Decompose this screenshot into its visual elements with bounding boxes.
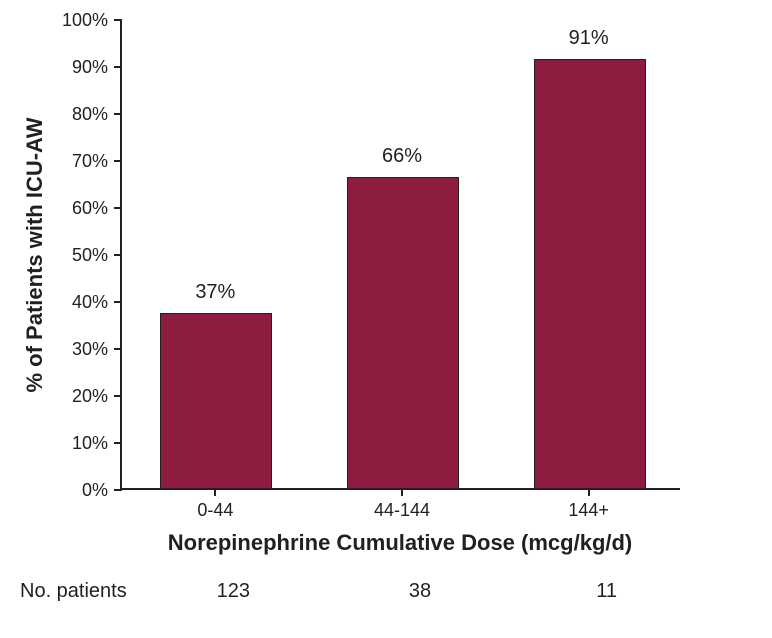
footer-value: 11 — [596, 580, 617, 603]
footer-value: 38 — [409, 580, 431, 603]
y-tick-mark — [114, 207, 122, 209]
y-tick-mark — [114, 301, 122, 303]
chart-container: % of Patients with ICU-AW 0%10%20%30%40%… — [0, 0, 772, 638]
y-tick-mark — [114, 254, 122, 256]
y-tick-mark — [114, 66, 122, 68]
bar-value-label: 37% — [195, 281, 235, 304]
y-tick-label: 100% — [62, 10, 108, 31]
x-axis-label: Norepinephrine Cumulative Dose (mcg/kg/d… — [168, 530, 633, 556]
y-tick-label: 10% — [72, 433, 108, 454]
y-tick-mark — [114, 160, 122, 162]
y-tick-mark — [114, 442, 122, 444]
x-tick-mark — [214, 488, 216, 496]
plot-area: 0%10%20%30%40%50%60%70%80%90%100%37%0-44… — [120, 20, 680, 490]
bar-value-label: 66% — [382, 145, 422, 168]
y-tick-label: 40% — [72, 292, 108, 313]
y-tick-label: 60% — [72, 198, 108, 219]
x-tick-label: 0-44 — [197, 500, 233, 521]
y-tick-label: 20% — [72, 386, 108, 407]
y-tick-mark — [114, 19, 122, 21]
footer-label: No. patients — [20, 580, 127, 603]
bar — [347, 177, 459, 488]
y-tick-label: 70% — [72, 151, 108, 172]
y-tick-label: 50% — [72, 245, 108, 266]
y-axis-label: % of Patients with ICU-AW — [22, 118, 48, 393]
y-tick-mark — [114, 113, 122, 115]
x-tick-mark — [401, 488, 403, 496]
y-tick-label: 80% — [72, 104, 108, 125]
bar — [160, 313, 272, 488]
y-tick-label: 30% — [72, 339, 108, 360]
footer-row: No. patients 123 38 11 — [20, 580, 700, 603]
y-tick-mark — [114, 395, 122, 397]
footer-value: 123 — [217, 580, 250, 603]
y-tick-mark — [114, 489, 122, 491]
x-tick-label: 144+ — [568, 500, 609, 521]
x-tick-label: 44-144 — [374, 500, 430, 521]
y-tick-label: 90% — [72, 57, 108, 78]
bar-value-label: 91% — [569, 27, 609, 50]
y-tick-label: 0% — [82, 480, 108, 501]
y-tick-mark — [114, 348, 122, 350]
bar — [534, 59, 646, 488]
x-tick-mark — [588, 488, 590, 496]
